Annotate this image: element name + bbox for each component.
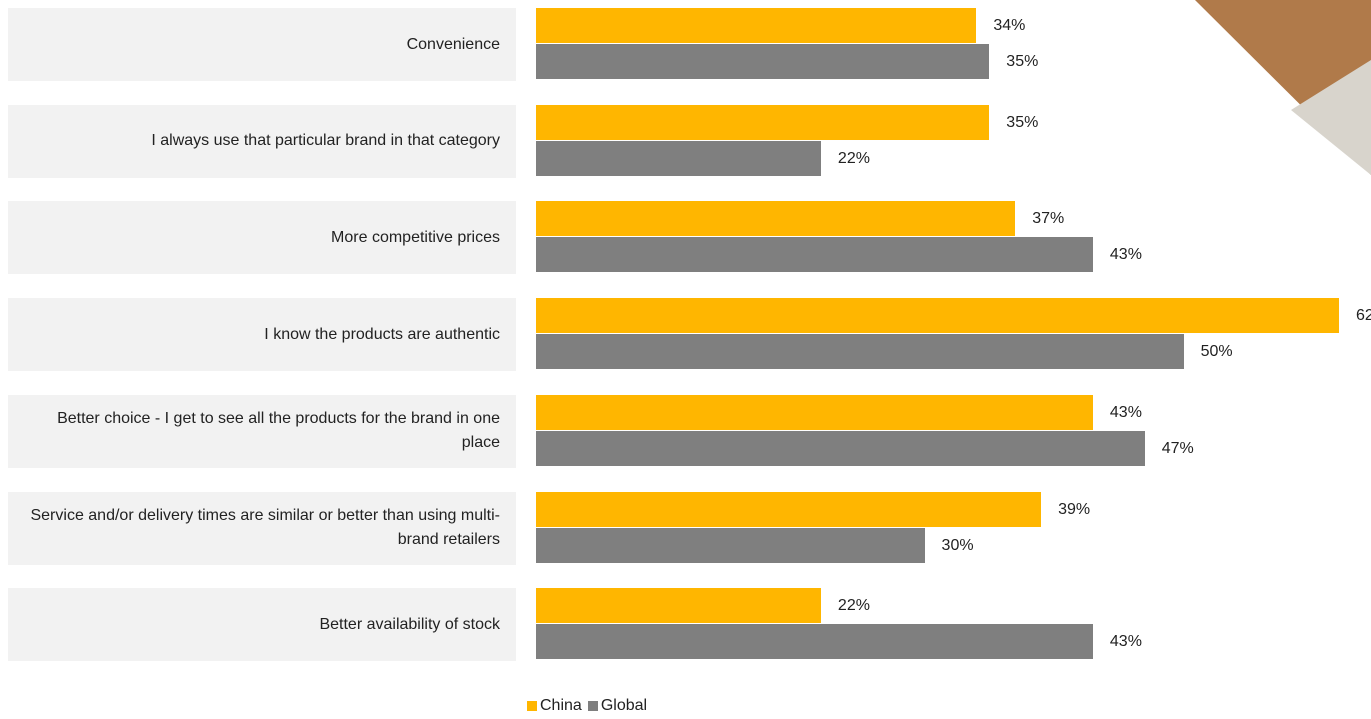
- bar: [536, 624, 1093, 660]
- value-label: 39%: [1058, 500, 1091, 518]
- bar: [536, 334, 1184, 370]
- value-label: 47%: [1161, 439, 1194, 457]
- category-label: Better availability of stock: [319, 615, 500, 633]
- category-box: I know the products are authentic: [8, 298, 516, 372]
- bar: [536, 140, 821, 176]
- category-box: Convenience: [8, 8, 516, 81]
- value-label: 62%: [1356, 307, 1371, 325]
- value-label: 22%: [837, 149, 870, 167]
- bar: [536, 491, 1042, 527]
- category-label: Service and/or delivery times are simila…: [30, 507, 500, 548]
- category-label: Better choice - I get to see all the pro…: [57, 410, 500, 452]
- legend-swatch: [527, 701, 537, 711]
- value-label: 50%: [1200, 343, 1233, 361]
- legend: China Global: [527, 697, 653, 715]
- bar: [536, 298, 1339, 334]
- value-label: 35%: [1006, 113, 1039, 131]
- bar: [536, 527, 925, 563]
- category-label: More competitive prices: [331, 228, 500, 246]
- value-label: 34%: [993, 17, 1026, 34]
- legend-label: China: [540, 697, 582, 714]
- category-label: Convenience: [406, 35, 500, 53]
- legend-label: Global: [600, 697, 648, 714]
- value-label: 22%: [837, 597, 870, 615]
- category-box: I always use that particular brand in th…: [8, 104, 516, 178]
- bar: [536, 237, 1093, 273]
- bar: [536, 201, 1016, 237]
- bar: [536, 394, 1093, 430]
- category-box: Service and/or delivery times are simila…: [8, 491, 516, 565]
- category-box: Better choice - I get to see all the pro…: [8, 394, 516, 468]
- category-label: I always use that particular brand in th…: [151, 132, 500, 150]
- category-label: I know the products are authentic: [264, 325, 500, 343]
- bar: [536, 44, 990, 79]
- legend-item: Global: [587, 697, 648, 715]
- bar: [536, 8, 977, 43]
- bar: [536, 430, 1145, 466]
- category-box: Better availability of stock: [8, 588, 516, 662]
- value-label: 43%: [1109, 633, 1142, 651]
- decorative-photo: [1195, 0, 1371, 175]
- value-label: 30%: [941, 536, 974, 554]
- bar: [536, 104, 990, 140]
- value-label: 35%: [1006, 53, 1039, 70]
- value-label: 43%: [1109, 403, 1142, 421]
- category-box: More competitive prices: [8, 201, 516, 275]
- legend-swatch: [587, 701, 598, 711]
- value-label: 37%: [1032, 210, 1065, 228]
- bar: [536, 588, 821, 624]
- legend-item: China: [527, 697, 582, 715]
- value-label: 43%: [1109, 246, 1142, 264]
